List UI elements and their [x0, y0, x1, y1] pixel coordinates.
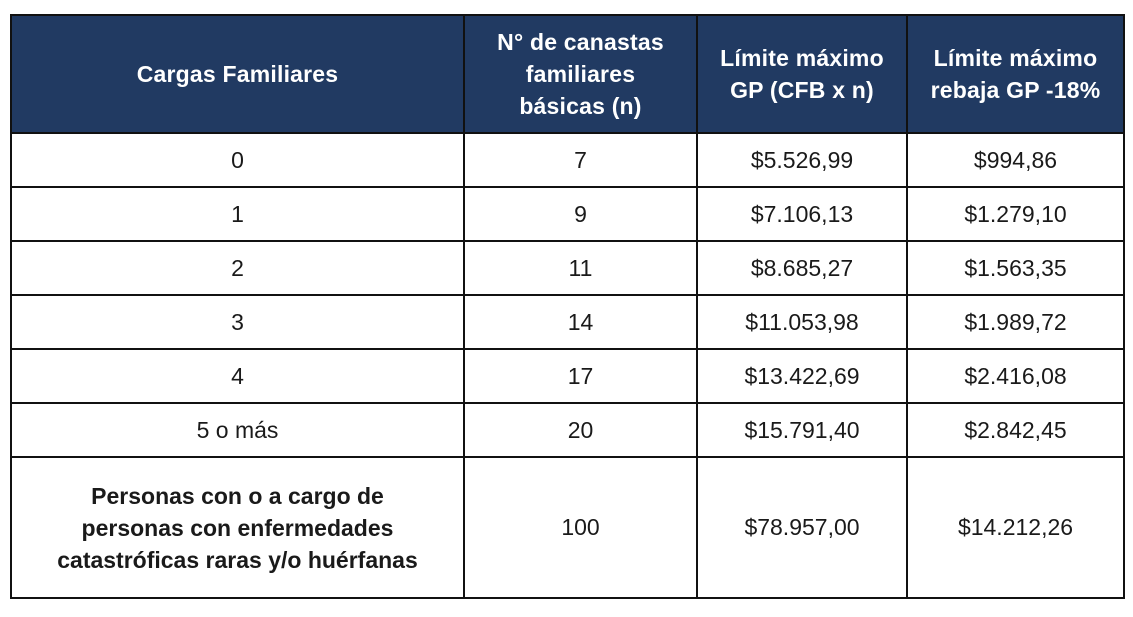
cell-rebaja: $1.279,10: [906, 186, 1125, 242]
cell-limite: $78.957,00: [696, 456, 908, 599]
header-text: básicas (n): [519, 93, 642, 119]
header-text: Límite máximo: [933, 45, 1098, 71]
table-row: 0 7 $5.526,99 $994,86: [10, 132, 1125, 188]
cell-cargas: 0: [10, 132, 465, 188]
cell-limite: $8.685,27: [696, 240, 908, 296]
cell-limite: $11.053,98: [696, 294, 908, 350]
table-row: 4 17 $13.422,69 $2.416,08: [10, 348, 1125, 404]
header-text: N° de canastas: [497, 29, 664, 55]
cell-cargas: 1: [10, 186, 465, 242]
cell-n: 17: [463, 348, 698, 404]
special-label-line: Personas con o a cargo de: [91, 482, 384, 509]
header-limite-maximo-rebaja: Límite máximo rebaja GP -18%: [906, 14, 1125, 134]
cell-rebaja: $2.416,08: [906, 348, 1125, 404]
special-label-line: catastróficas raras y/o huérfanas: [57, 546, 418, 573]
table-row: 1 9 $7.106,13 $1.279,10: [10, 186, 1125, 242]
header-text: GP (CFB x n): [730, 77, 874, 103]
header-text: familiares: [525, 61, 636, 87]
cell-n: 100: [463, 456, 698, 599]
table-header-row: Cargas Familiares N° de canastas familia…: [10, 14, 1125, 134]
cell-limite: $15.791,40: [696, 402, 908, 458]
header-numero-canastas: N° de canastas familiares básicas (n): [463, 14, 698, 134]
header-text: rebaja GP -18%: [930, 77, 1101, 103]
cell-limite: $13.422,69: [696, 348, 908, 404]
cell-n: 20: [463, 402, 698, 458]
cell-limite: $7.106,13: [696, 186, 908, 242]
cell-cargas: 5 o más: [10, 402, 465, 458]
table-row: 3 14 $11.053,98 $1.989,72: [10, 294, 1125, 350]
table-row: 2 11 $8.685,27 $1.563,35: [10, 240, 1125, 296]
cell-cargas: 2: [10, 240, 465, 296]
cell-rebaja: $14.212,26: [906, 456, 1125, 599]
header-limite-maximo-gp: Límite máximo GP (CFB x n): [696, 14, 908, 134]
table-row: 5 o más 20 $15.791,40 $2.842,45: [10, 402, 1125, 458]
cell-rebaja: $1.989,72: [906, 294, 1125, 350]
cell-n: 7: [463, 132, 698, 188]
cell-cargas-special: Personas con o a cargo de personas con e…: [10, 456, 465, 599]
cell-limite: $5.526,99: [696, 132, 908, 188]
header-text: Cargas Familiares: [136, 61, 339, 87]
table-row-catastrophic-illness: Personas con o a cargo de personas con e…: [10, 456, 1125, 599]
cell-n: 11: [463, 240, 698, 296]
cell-n: 14: [463, 294, 698, 350]
cell-cargas: 3: [10, 294, 465, 350]
cell-cargas: 4: [10, 348, 465, 404]
special-label-line: personas con enfermedades: [81, 514, 394, 541]
family-basket-limits-table: Cargas Familiares N° de canastas familia…: [10, 14, 1125, 599]
cell-n: 9: [463, 186, 698, 242]
header-text: Límite máximo: [720, 45, 884, 71]
cell-rebaja: $1.563,35: [906, 240, 1125, 296]
header-cargas-familiares: Cargas Familiares: [10, 14, 465, 134]
cell-rebaja: $2.842,45: [906, 402, 1125, 458]
cell-rebaja: $994,86: [906, 132, 1125, 188]
